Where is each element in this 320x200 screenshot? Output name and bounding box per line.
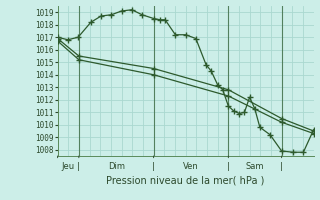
Text: |: |: [280, 162, 283, 171]
Text: |: |: [227, 162, 230, 171]
Text: Sam: Sam: [245, 162, 264, 171]
Text: Ven: Ven: [183, 162, 199, 171]
Text: |: |: [77, 162, 80, 171]
Text: Jeu: Jeu: [61, 162, 75, 171]
Text: Dim: Dim: [108, 162, 125, 171]
Text: |: |: [152, 162, 155, 171]
Text: Pression niveau de la mer( hPa ): Pression niveau de la mer( hPa ): [107, 176, 265, 186]
